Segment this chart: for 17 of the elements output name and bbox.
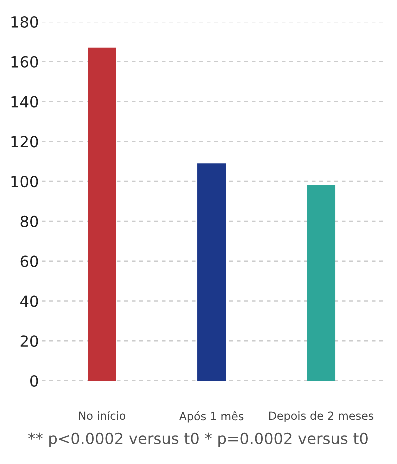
y-tick-label: 140 <box>12 96 38 108</box>
y-tick-label: 80 <box>20 216 38 228</box>
bar <box>88 48 116 381</box>
y-tick-label: 160 <box>12 56 38 68</box>
y-tick-label: 60 <box>20 256 38 268</box>
y-tick-label: 180 <box>12 16 38 28</box>
x-tick-label: Após 1 mês <box>179 412 244 423</box>
x-tick-label: Depois de 2 meses <box>270 412 374 422</box>
x-tick-label: No início <box>79 411 126 420</box>
y-tick-label: 40 <box>20 296 38 308</box>
text: ** p<0.0002 versus t0 * p=0.0002 versus t0 <box>28 432 368 448</box>
bar <box>307 186 336 381</box>
y-tick-label: 100 <box>12 176 38 188</box>
y-tick-label: 0 <box>30 375 38 388</box>
y-tick-label: 20 <box>20 336 38 348</box>
y-tick-label: 120 <box>12 136 38 148</box>
bar <box>198 164 226 381</box>
